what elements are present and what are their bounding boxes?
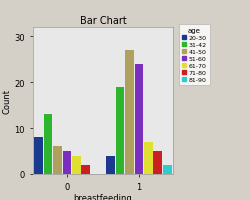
Title: Bar Chart: Bar Chart	[79, 16, 126, 26]
Bar	[134, 64, 143, 174]
Bar	[34, 138, 43, 174]
Bar	[81, 165, 90, 174]
Bar	[53, 147, 62, 174]
Bar	[115, 87, 124, 174]
Bar	[144, 142, 152, 174]
Y-axis label: Count: Count	[2, 89, 12, 113]
Bar	[44, 115, 52, 174]
X-axis label: breastfeeding: breastfeeding	[73, 193, 132, 200]
Bar	[106, 156, 114, 174]
Bar	[162, 165, 171, 174]
Bar	[72, 156, 80, 174]
Bar	[125, 51, 133, 174]
Legend: 20-30, 31-42, 41-50, 51-60, 61-70, 71-80, 81-90: 20-30, 31-42, 41-50, 51-60, 61-70, 71-80…	[178, 25, 209, 86]
Bar	[62, 151, 71, 174]
Bar	[153, 151, 162, 174]
